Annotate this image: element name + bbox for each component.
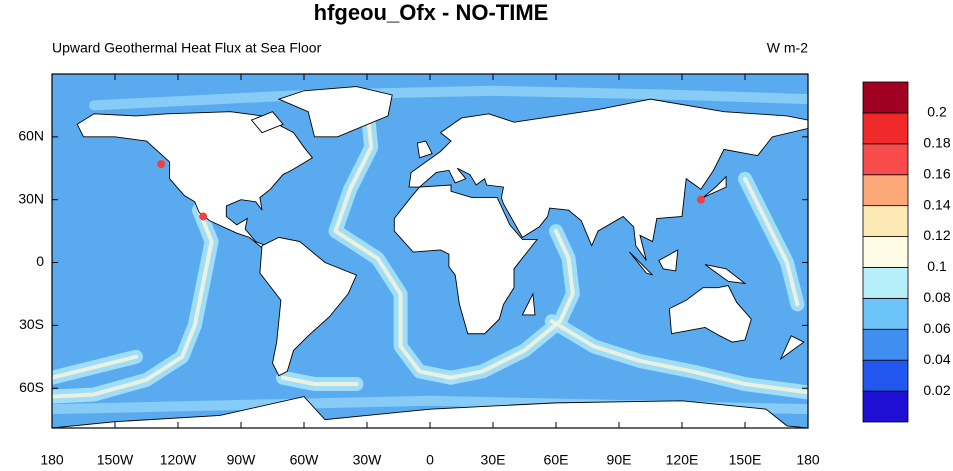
ridge — [333, 103, 453, 380]
colorbar-label: 0.06 — [923, 320, 950, 336]
colorbar-box — [862, 236, 909, 268]
colorbar-box — [862, 267, 909, 299]
hotspot — [157, 160, 166, 169]
x-tick-label: 120E — [666, 452, 699, 466]
colorbar-box — [862, 328, 909, 361]
colorbar-label: 0.02 — [923, 382, 950, 398]
y-tick-label: 30N — [18, 190, 44, 206]
ridge — [549, 319, 808, 395]
y-tick-label: 60S — [19, 379, 44, 395]
ridge — [743, 176, 800, 307]
colorbar-label: 0.08 — [923, 289, 950, 305]
colorbar-label: 0.12 — [923, 227, 950, 243]
colorbar-label: 0.2 — [927, 104, 947, 120]
land — [702, 175, 727, 198]
colorbar-box — [862, 143, 909, 176]
ridge — [89, 85, 808, 111]
x-tick-label: 60W — [290, 452, 320, 466]
colorbar-box — [862, 359, 909, 392]
colorbar-label: 0.16 — [923, 165, 950, 181]
land — [408, 98, 808, 261]
colorbar-box — [862, 112, 909, 145]
colorbar-box — [862, 297, 909, 330]
x-tick-label: 90W — [227, 452, 257, 466]
land — [259, 236, 358, 377]
x-tick-label: 60E — [544, 452, 569, 466]
land — [704, 264, 747, 285]
y-tick-label: 30S — [19, 316, 44, 332]
ridge — [52, 354, 138, 380]
land — [393, 184, 539, 335]
y-tick-label: 60N — [18, 128, 44, 144]
colorbar-label: 0.14 — [923, 196, 950, 212]
units: W m-2 — [767, 40, 808, 56]
x-tick-label: 180 — [40, 452, 64, 466]
land — [416, 140, 433, 159]
land — [52, 396, 808, 428]
x-tick-label: 0 — [426, 452, 434, 466]
colorbar-box — [862, 390, 909, 423]
colorbar-box — [862, 205, 909, 237]
map-layer — [52, 85, 808, 428]
x-tick-label: 150W — [97, 452, 134, 466]
colorbar-box — [862, 81, 909, 114]
hotspot — [199, 212, 208, 221]
hotspot — [696, 195, 705, 204]
x-tick-label: 150E — [729, 452, 762, 466]
land — [779, 335, 805, 361]
colorbar-label: 0.04 — [923, 351, 950, 367]
land — [658, 249, 679, 272]
colorbar-box — [862, 174, 909, 207]
x-tick-label: 120W — [160, 452, 197, 466]
land — [629, 251, 653, 276]
x-tick-label: 180 — [796, 452, 820, 466]
colorbar-label: 0.18 — [923, 135, 950, 151]
x-tick-label: 90E — [607, 452, 632, 466]
ridge — [52, 208, 214, 399]
land — [521, 292, 536, 316]
land — [668, 285, 752, 343]
subtitle: Upward Geothermal Heat Flux at Sea Floor — [52, 40, 322, 56]
title: hfgeou_Ofx - NO-TIME — [314, 0, 549, 25]
land — [277, 86, 393, 138]
land — [76, 111, 314, 249]
x-tick-label: 30E — [481, 452, 506, 466]
colorbar-label: 0.1 — [927, 258, 947, 274]
ridge — [281, 375, 359, 387]
y-tick-label: 0 — [36, 253, 44, 269]
land — [250, 111, 284, 134]
ridge — [449, 229, 575, 380]
x-tick-label: 30W — [353, 452, 383, 466]
